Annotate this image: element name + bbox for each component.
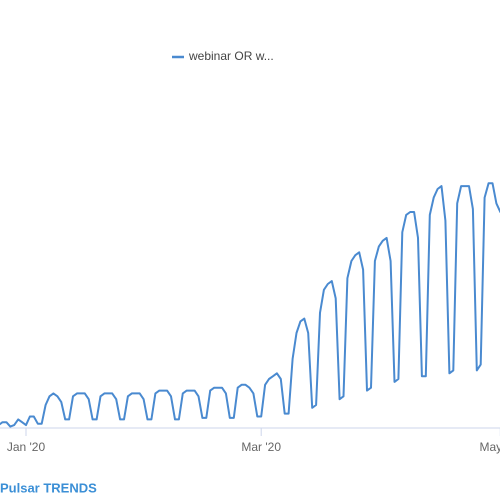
x-tick-label: May '20 — [479, 440, 500, 454]
x-tick-label: Jan '20 — [7, 440, 46, 454]
brand-footer: Pulsar TRENDS — [0, 480, 97, 495]
data-line — [0, 182, 500, 428]
x-tick-label: Mar '20 — [241, 440, 281, 454]
legend-label: webinar OR w... — [188, 49, 274, 63]
